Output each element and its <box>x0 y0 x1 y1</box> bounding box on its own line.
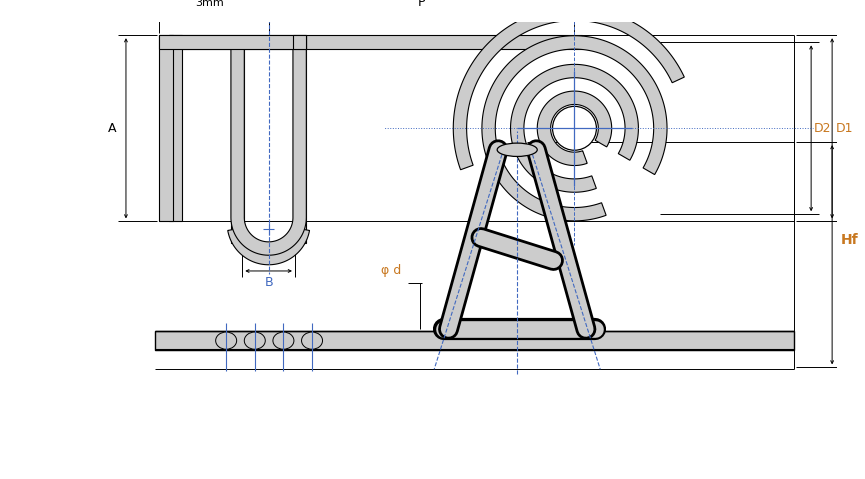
Ellipse shape <box>497 143 537 157</box>
Ellipse shape <box>273 332 294 349</box>
Polygon shape <box>169 35 306 49</box>
Circle shape <box>553 106 596 150</box>
Text: D2: D2 <box>814 122 831 135</box>
Text: A: A <box>108 122 117 135</box>
Polygon shape <box>306 35 582 49</box>
Text: B: B <box>265 276 273 289</box>
Text: Hf: Hf <box>841 233 858 248</box>
Text: 3mm: 3mm <box>195 0 223 8</box>
Polygon shape <box>155 331 794 350</box>
Polygon shape <box>453 7 684 170</box>
Ellipse shape <box>302 332 323 349</box>
Text: P: P <box>418 0 426 9</box>
Polygon shape <box>231 221 244 243</box>
Polygon shape <box>293 35 306 49</box>
Polygon shape <box>293 49 306 220</box>
Polygon shape <box>159 35 306 49</box>
Text: D1: D1 <box>836 122 853 135</box>
Ellipse shape <box>244 332 266 349</box>
Ellipse shape <box>215 332 237 349</box>
Text: φ d: φ d <box>381 264 401 277</box>
Polygon shape <box>231 49 306 255</box>
Polygon shape <box>510 64 638 192</box>
Polygon shape <box>159 35 173 221</box>
Polygon shape <box>537 91 612 166</box>
Polygon shape <box>227 228 310 265</box>
Polygon shape <box>293 221 306 243</box>
Polygon shape <box>482 36 667 221</box>
Polygon shape <box>169 35 183 221</box>
Polygon shape <box>231 49 244 220</box>
